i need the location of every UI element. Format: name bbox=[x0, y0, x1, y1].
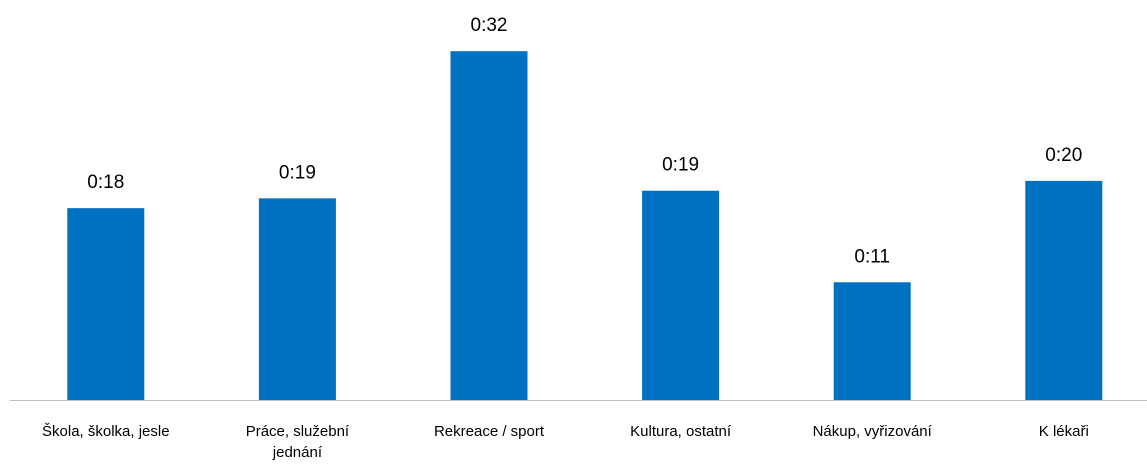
value-label: 0:19 bbox=[279, 162, 316, 183]
x-tick-label: Práce, služební jednání bbox=[245, 423, 350, 461]
value-label: 0:20 bbox=[1045, 145, 1082, 166]
bar bbox=[258, 198, 336, 400]
bar bbox=[833, 282, 911, 400]
value-label: 0:18 bbox=[87, 172, 124, 193]
bar bbox=[67, 208, 145, 400]
bar bbox=[642, 190, 720, 400]
x-tick-label: Škola, školka, jesle bbox=[42, 423, 170, 440]
bar bbox=[1025, 180, 1103, 400]
value-label: 0:32 bbox=[471, 15, 508, 36]
value-label: 0:19 bbox=[662, 155, 699, 176]
x-tick-label: Rekreace / sport bbox=[433, 423, 545, 440]
x-tick-label: Kultura, ostatní bbox=[630, 423, 732, 440]
bar bbox=[450, 51, 528, 400]
x-tick-label: K lékaři bbox=[1038, 423, 1089, 440]
value-label: 0:11 bbox=[854, 246, 890, 267]
x-tick-label: Nákup, vyřizování bbox=[812, 423, 932, 440]
